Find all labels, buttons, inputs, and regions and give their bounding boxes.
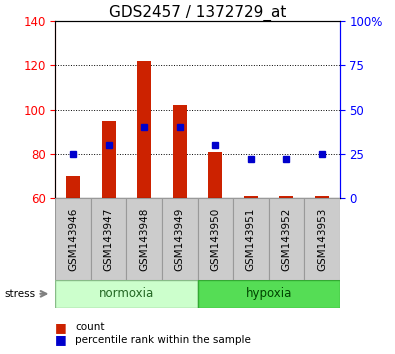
FancyBboxPatch shape — [304, 198, 340, 280]
Bar — [66, 176, 80, 198]
FancyBboxPatch shape — [126, 198, 162, 280]
Text: ■: ■ — [55, 333, 67, 346]
Text: normoxia: normoxia — [99, 287, 154, 300]
FancyBboxPatch shape — [233, 198, 269, 280]
Text: GSM143946: GSM143946 — [68, 207, 78, 271]
FancyBboxPatch shape — [198, 280, 340, 308]
Text: count: count — [75, 322, 105, 332]
Text: GSM143949: GSM143949 — [175, 207, 185, 271]
Text: hypoxia: hypoxia — [245, 287, 292, 300]
Bar — [173, 105, 187, 198]
Bar — [208, 152, 222, 198]
Bar — [244, 196, 258, 198]
FancyBboxPatch shape — [55, 198, 91, 280]
Text: GSM143953: GSM143953 — [317, 207, 327, 271]
FancyBboxPatch shape — [162, 198, 198, 280]
Text: GSM143952: GSM143952 — [281, 207, 292, 271]
FancyBboxPatch shape — [91, 198, 126, 280]
Text: percentile rank within the sample: percentile rank within the sample — [75, 335, 251, 345]
FancyBboxPatch shape — [269, 198, 304, 280]
Text: GSM143950: GSM143950 — [210, 207, 220, 270]
Bar — [279, 196, 293, 198]
Bar — [137, 61, 151, 198]
Text: stress: stress — [4, 289, 35, 299]
FancyBboxPatch shape — [198, 198, 233, 280]
Text: GSM143947: GSM143947 — [103, 207, 114, 271]
Bar — [102, 121, 116, 198]
FancyBboxPatch shape — [55, 280, 198, 308]
Text: GSM143948: GSM143948 — [139, 207, 149, 271]
Bar — [315, 196, 329, 198]
Text: ■: ■ — [55, 321, 67, 334]
Text: GSM143951: GSM143951 — [246, 207, 256, 271]
Title: GDS2457 / 1372729_at: GDS2457 / 1372729_at — [109, 5, 286, 21]
